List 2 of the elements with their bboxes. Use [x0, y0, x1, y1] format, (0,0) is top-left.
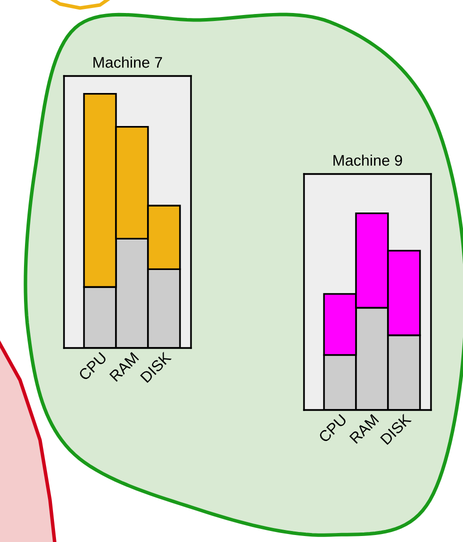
- chart-title: Machine 9: [334, 154, 402, 166]
- chart-title: Machine 7: [94, 56, 162, 68]
